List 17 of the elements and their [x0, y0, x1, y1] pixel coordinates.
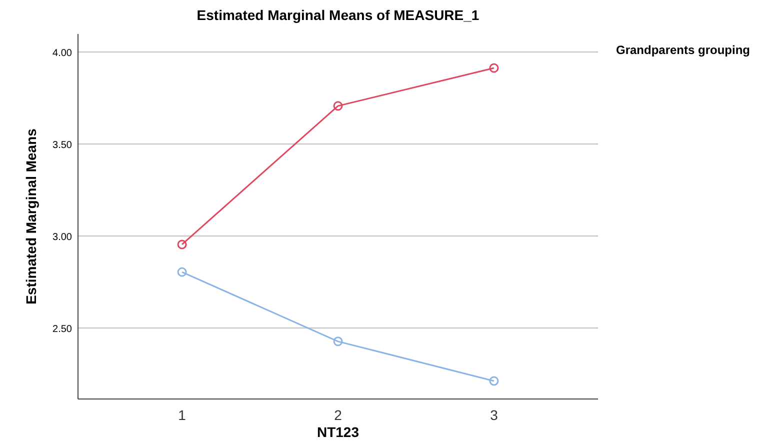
y-axis-title: Estimated Marginal Means — [23, 128, 39, 304]
chart-title: Estimated Marginal Means of MEASURE_1 — [196, 7, 480, 23]
point — [177, 240, 187, 250]
point — [489, 376, 499, 386]
x-tick-label: 3 — [490, 407, 498, 423]
point — [177, 267, 187, 277]
y-tick-label: 4.00 — [52, 48, 72, 60]
point — [333, 101, 343, 111]
y-tick-label: 2.50 — [52, 324, 72, 335]
x-tick-label: 1 — [178, 407, 186, 423]
y-tick-label: 3.00 — [52, 232, 72, 243]
y-tick-label: 3.50 — [52, 140, 72, 152]
x-axis-title: NT123 — [316, 424, 360, 440]
point — [333, 336, 343, 346]
point — [489, 63, 499, 73]
x-tick-label: 2 — [334, 407, 342, 423]
legend-title: Grandparents grouping — [616, 43, 750, 57]
